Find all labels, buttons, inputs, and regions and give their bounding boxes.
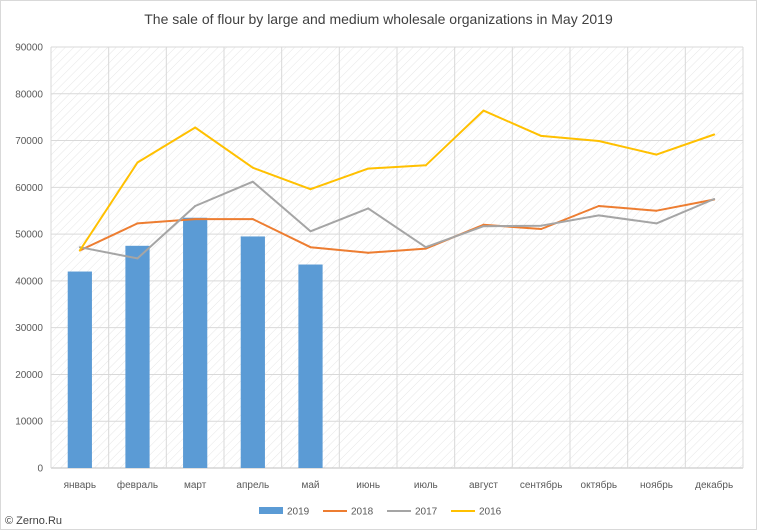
- y-tick-label: 50000: [15, 230, 43, 241]
- point-2016: [194, 126, 197, 129]
- point-2017: [482, 225, 485, 228]
- point-2016: [482, 109, 485, 112]
- point-2017: [540, 224, 543, 227]
- x-tick-label: сентябрь: [520, 479, 563, 491]
- point-2018: [136, 222, 139, 225]
- y-tick-label: 90000: [15, 43, 43, 54]
- point-2017: [251, 180, 254, 183]
- bar-2019: [183, 217, 208, 468]
- legend-label-2016: 2016: [479, 507, 502, 518]
- point-2017: [597, 214, 600, 217]
- point-2016: [78, 249, 81, 252]
- y-tick-label: 30000: [15, 323, 43, 334]
- legend-label-2017: 2017: [415, 507, 438, 518]
- series-line-2016: [78, 109, 715, 252]
- point-2018: [540, 227, 543, 230]
- x-tick-label: март: [184, 480, 207, 491]
- point-2018: [367, 251, 370, 254]
- x-tick-label: апрель: [236, 480, 269, 491]
- point-2018: [194, 218, 197, 221]
- bar-2019: [125, 245, 150, 468]
- point-2017: [136, 257, 139, 260]
- point-2018: [424, 247, 427, 250]
- point-2017: [309, 230, 312, 233]
- y-tick-label: 70000: [15, 136, 43, 147]
- point-2018: [309, 246, 312, 249]
- x-tick-label: май: [301, 480, 319, 491]
- y-tick-label: 0: [37, 464, 43, 475]
- x-tick-label: ноябрь: [640, 479, 673, 491]
- point-2016: [655, 153, 658, 156]
- point-2016: [367, 167, 370, 170]
- point-2018: [655, 209, 658, 212]
- point-2018: [597, 205, 600, 208]
- point-2017: [367, 207, 370, 210]
- legend-label-2019: 2019: [287, 507, 310, 518]
- point-2017: [655, 222, 658, 225]
- point-2016: [713, 133, 716, 136]
- legend-swatch-2019: [259, 507, 283, 514]
- bar-2019: [240, 236, 265, 468]
- y-tick-label: 40000: [15, 276, 43, 287]
- point-2016: [540, 134, 543, 137]
- series-line-2018: [79, 198, 715, 254]
- y-tick-label: 10000: [15, 417, 43, 428]
- point-2016: [251, 166, 254, 169]
- bar-2019: [298, 264, 323, 468]
- y-tick-label: 80000: [15, 89, 43, 100]
- x-tick-label: февраль: [117, 479, 158, 491]
- x-tick-label: декабрь: [695, 479, 733, 491]
- y-tick-label: 60000: [15, 183, 43, 194]
- x-tick-label: октябрь: [581, 479, 618, 491]
- y-tick-label: 20000: [15, 370, 43, 381]
- bar-2019: [67, 271, 92, 468]
- legend-label-2018: 2018: [351, 507, 374, 518]
- point-2018: [251, 218, 254, 221]
- point-2017: [713, 198, 716, 201]
- credit-text: © Zerno.Ru: [5, 515, 63, 527]
- point-2017: [424, 246, 427, 249]
- point-2016: [597, 140, 600, 143]
- x-tick-label: январь: [64, 480, 96, 491]
- x-tick-label: июль: [414, 480, 438, 491]
- point-2017: [78, 246, 81, 249]
- chart-title: The sale of flour by large and medium wh…: [144, 11, 613, 27]
- point-2016: [424, 164, 427, 167]
- x-tick-label: август: [469, 480, 498, 491]
- point-2016: [136, 161, 139, 164]
- x-tick-label: июнь: [356, 480, 380, 491]
- point-2016: [309, 188, 312, 191]
- point-2017: [194, 205, 197, 208]
- series-line-2017: [79, 180, 715, 260]
